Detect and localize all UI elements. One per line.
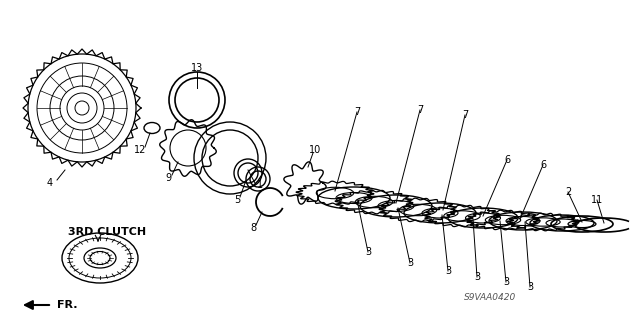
- Text: 3: 3: [527, 282, 533, 292]
- Text: 7: 7: [462, 110, 468, 120]
- Text: 1: 1: [257, 180, 263, 190]
- Text: 9: 9: [165, 173, 171, 183]
- Text: 7: 7: [417, 105, 423, 115]
- Text: 7: 7: [354, 107, 360, 117]
- Text: 4: 4: [47, 178, 53, 188]
- Text: 2: 2: [565, 187, 571, 197]
- Text: 3: 3: [365, 247, 371, 257]
- Text: 10: 10: [309, 145, 321, 155]
- Text: 6: 6: [504, 155, 510, 165]
- Text: 3: 3: [445, 266, 451, 276]
- Text: 3: 3: [474, 272, 480, 282]
- Text: 8: 8: [250, 223, 256, 233]
- Text: 13: 13: [191, 63, 203, 73]
- Text: 6: 6: [540, 160, 546, 170]
- Text: FR.: FR.: [57, 300, 77, 310]
- Text: 11: 11: [591, 195, 603, 205]
- FancyArrowPatch shape: [25, 301, 49, 309]
- Text: 3: 3: [503, 277, 509, 287]
- Text: S9VAA0420: S9VAA0420: [464, 293, 516, 301]
- Text: 12: 12: [134, 145, 146, 155]
- Text: 3: 3: [407, 258, 413, 268]
- Text: 3RD CLUTCH: 3RD CLUTCH: [68, 227, 146, 237]
- Text: 5: 5: [234, 195, 240, 205]
